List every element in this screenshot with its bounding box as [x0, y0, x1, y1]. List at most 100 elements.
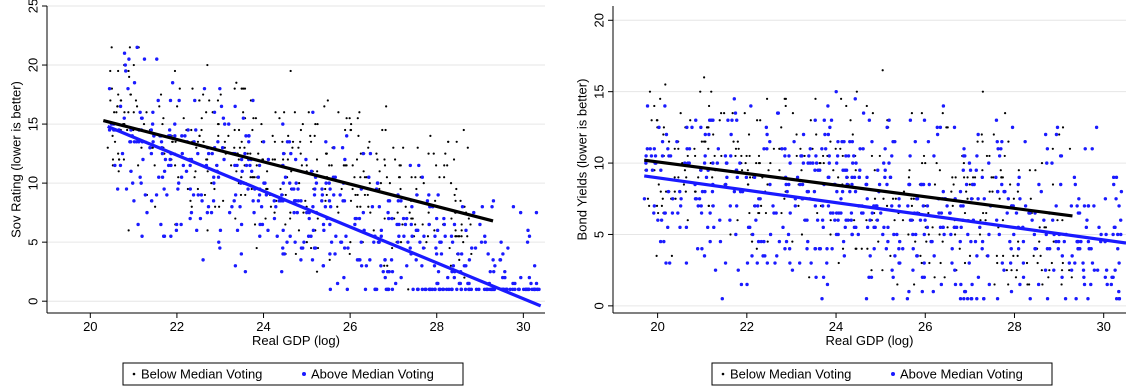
data-point	[334, 234, 338, 238]
data-point	[1000, 182, 1004, 187]
data-point	[390, 287, 395, 292]
data-point	[993, 283, 996, 286]
data-point	[689, 119, 692, 122]
data-point	[968, 254, 972, 257]
data-point	[775, 254, 779, 258]
x-tick-label-3: 26	[343, 319, 357, 334]
data-point	[370, 205, 375, 209]
data-point	[980, 175, 984, 180]
data-point	[229, 164, 233, 167]
data-point	[304, 199, 307, 202]
data-point	[950, 247, 954, 251]
data-point	[244, 193, 247, 197]
data-point	[1047, 276, 1050, 279]
data-point	[416, 228, 420, 233]
data-point	[1012, 197, 1015, 200]
data-point	[1090, 147, 1094, 151]
data-point	[416, 287, 420, 292]
data-point	[299, 152, 302, 155]
data-point	[199, 193, 204, 197]
data-point	[992, 176, 995, 179]
data-point	[664, 132, 669, 137]
data-point	[369, 211, 372, 214]
data-point	[922, 261, 926, 265]
data-point	[943, 276, 946, 279]
data-point	[975, 297, 979, 301]
data-point	[806, 189, 811, 194]
data-point	[646, 197, 650, 200]
data-point	[384, 287, 389, 292]
data-point	[421, 223, 424, 226]
data-point	[286, 158, 289, 161]
data-point	[755, 161, 758, 165]
data-point	[330, 164, 333, 167]
data-point	[1082, 204, 1087, 208]
data-point	[223, 140, 226, 143]
data-point	[988, 154, 991, 158]
data-point	[294, 181, 298, 185]
data-point	[367, 146, 370, 149]
data-point	[233, 87, 236, 90]
data-point	[291, 146, 294, 149]
y-tick-label-0: 0	[592, 302, 607, 309]
data-point	[168, 98, 173, 103]
data-point	[313, 187, 317, 191]
data-point	[486, 252, 490, 256]
data-point	[702, 161, 707, 165]
data-point	[208, 99, 211, 102]
data-point	[908, 154, 912, 158]
data-point	[284, 193, 287, 197]
data-point	[247, 134, 251, 138]
data-point	[834, 147, 837, 150]
data-point	[941, 225, 945, 230]
data-point	[788, 211, 792, 215]
data-point	[252, 117, 255, 120]
data-point	[738, 161, 742, 165]
data-point	[1017, 175, 1021, 180]
data-point	[879, 211, 883, 215]
data-point	[835, 189, 839, 194]
data-point	[829, 140, 832, 143]
data-point	[873, 225, 877, 230]
data-point	[478, 222, 482, 227]
data-point	[364, 264, 369, 268]
data-point	[253, 223, 257, 226]
data-point	[285, 140, 290, 144]
data-point	[430, 287, 435, 292]
data-point	[941, 240, 944, 243]
data-point	[703, 140, 706, 143]
data-point	[490, 205, 494, 209]
data-point	[333, 252, 337, 256]
data-point	[885, 204, 889, 208]
points-layer	[642, 69, 1126, 301]
data-point	[324, 181, 328, 185]
data-point	[952, 225, 957, 230]
data-point	[818, 168, 822, 172]
data-point	[256, 199, 261, 203]
data-point	[377, 205, 382, 209]
data-point	[745, 154, 748, 158]
data-point	[434, 246, 438, 250]
data-point	[996, 261, 999, 265]
data-point	[106, 146, 109, 149]
data-point	[999, 169, 1002, 172]
data-point	[821, 275, 826, 280]
data-point	[1036, 261, 1039, 265]
data-point	[272, 199, 276, 203]
data-point	[153, 164, 156, 167]
data-point	[386, 287, 391, 292]
data-point	[242, 111, 245, 114]
data-point	[442, 216, 446, 221]
data-point	[735, 118, 739, 122]
data-point	[854, 169, 857, 172]
data-point	[923, 218, 927, 222]
data-point	[321, 222, 326, 227]
data-point	[1050, 261, 1053, 265]
data-point	[854, 247, 857, 250]
data-point	[285, 240, 289, 244]
fit-line-below	[102, 118, 494, 223]
data-point	[826, 204, 831, 208]
data-point	[968, 168, 973, 172]
data-point	[987, 282, 992, 287]
data-point	[1007, 283, 1010, 286]
